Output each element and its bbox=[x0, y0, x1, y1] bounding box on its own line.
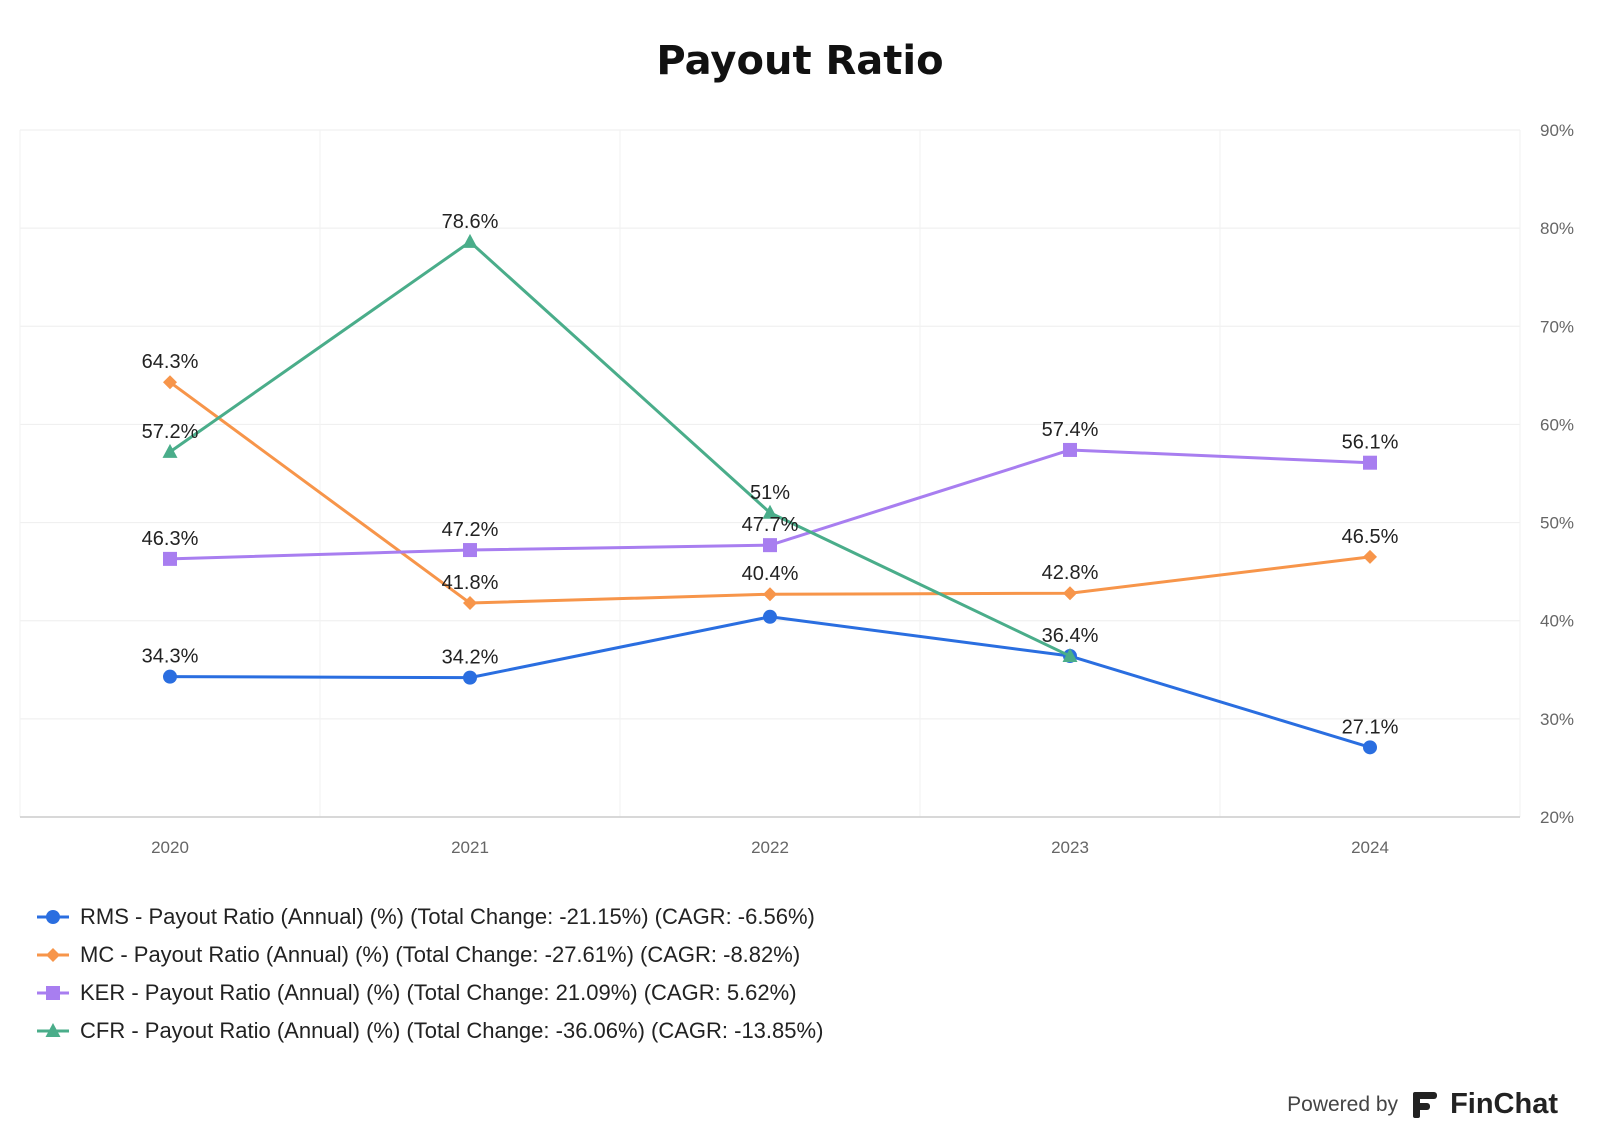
series-3 bbox=[162, 233, 1078, 663]
data-label: 42.8% bbox=[1042, 562, 1099, 584]
data-point-triangle bbox=[45, 1023, 61, 1037]
y-tick-label: 80% bbox=[1540, 219, 1574, 238]
data-point-triangle bbox=[462, 233, 478, 248]
y-tick-label: 60% bbox=[1540, 415, 1574, 434]
x-tick-label: 2024 bbox=[1351, 838, 1389, 857]
finchat-logo-icon bbox=[1413, 1091, 1438, 1118]
data-point-diamond bbox=[46, 948, 60, 962]
line-chart: 20% 30% 40% 50% 60% 70% 80% 90% 2020 2021 2022 2023… bbox=[19, 121, 1574, 857]
legend-item[interactable]: CFR - Payout Ratio (Annual) (%) (Total C… bbox=[36, 1012, 823, 1050]
series-layer bbox=[162, 233, 1377, 755]
data-point-circle bbox=[463, 670, 477, 685]
data-point-triangle bbox=[1062, 648, 1078, 663]
data-label: 40.4% bbox=[742, 563, 799, 585]
data-point-square bbox=[463, 543, 477, 558]
series-0 bbox=[163, 609, 1377, 755]
data-label: 27.1% bbox=[1342, 716, 1399, 738]
legend-item[interactable]: MC - Payout Ratio (Annual) (%) (Total Ch… bbox=[36, 936, 823, 974]
legend-item[interactable]: RMS - Payout Ratio (Annual) (%) (Total C… bbox=[36, 898, 823, 936]
legend-label: RMS - Payout Ratio (Annual) (%) (Total C… bbox=[80, 904, 815, 929]
powered-by-text: Powered by bbox=[1287, 1092, 1399, 1116]
y-tick-label: 50% bbox=[1540, 514, 1574, 533]
data-label: 78.6% bbox=[442, 211, 499, 233]
data-point-diamond bbox=[463, 596, 477, 611]
data-point-diamond bbox=[1363, 549, 1377, 564]
legend-label: CFR - Payout Ratio (Annual) (%) (Total C… bbox=[80, 1018, 824, 1043]
x-tick-label: 2023 bbox=[1051, 838, 1089, 857]
data-label: 57.4% bbox=[1042, 419, 1099, 441]
data-label: 34.3% bbox=[142, 646, 199, 668]
series-line bbox=[169, 240, 1071, 658]
footer: Powered by FinChat bbox=[1287, 1088, 1558, 1121]
x-tick-label: 2021 bbox=[451, 838, 489, 857]
series-line bbox=[169, 615, 1371, 749]
data-label: 47.2% bbox=[442, 519, 499, 541]
legend-swatch-icon bbox=[37, 986, 69, 1000]
legend-swatch-icon bbox=[37, 910, 69, 924]
data-label: 34.2% bbox=[442, 647, 499, 669]
y-tick-label: 90% bbox=[1540, 121, 1574, 140]
data-point-circle bbox=[46, 910, 60, 924]
data-label: 56.1% bbox=[1342, 432, 1399, 454]
chart-title: Payout Ratio bbox=[656, 38, 944, 84]
series-2 bbox=[163, 442, 1377, 566]
series-1 bbox=[163, 375, 1377, 611]
data-point-circle bbox=[1363, 740, 1377, 755]
data-point-square bbox=[163, 551, 177, 566]
legend-label: MC - Payout Ratio (Annual) (%) (Total Ch… bbox=[80, 942, 801, 967]
axes: 20% 30% 40% 50% 60% 70% 80% 90% 2020 2021 2022 2023… bbox=[20, 121, 1574, 857]
data-point-diamond bbox=[763, 587, 777, 602]
data-point-circle bbox=[763, 609, 777, 624]
y-tick-label: 70% bbox=[1540, 317, 1574, 336]
data-point-diamond bbox=[163, 375, 177, 390]
legend-swatch-icon bbox=[37, 948, 69, 962]
data-point-circle bbox=[163, 669, 177, 684]
data-point-triangle bbox=[162, 443, 178, 458]
data-point-square bbox=[1363, 455, 1377, 470]
legend: RMS - Payout Ratio (Annual) (%) (Total C… bbox=[36, 898, 823, 1050]
y-tick-label: 30% bbox=[1540, 710, 1574, 729]
legend-swatch-icon bbox=[37, 1023, 69, 1037]
grid-lines bbox=[19, 129, 1521, 817]
data-label: 57.2% bbox=[142, 421, 199, 443]
y-tick-label: 20% bbox=[1540, 808, 1574, 827]
data-point-square bbox=[763, 538, 777, 553]
data-label: 41.8% bbox=[442, 572, 499, 594]
data-point-square bbox=[1063, 442, 1077, 457]
x-tick-label: 2020 bbox=[151, 838, 189, 857]
data-point-diamond bbox=[1063, 586, 1077, 601]
data-labels: 34.3% 34.2% 27.1% 64.3% 41.8% 40.4% 42.8% 46.5%… bbox=[142, 211, 1399, 738]
legend-item[interactable]: KER - Payout Ratio (Annual) (%) (Total C… bbox=[36, 974, 823, 1012]
data-label: 64.3% bbox=[142, 351, 199, 373]
x-tick-label: 2022 bbox=[751, 838, 789, 857]
legend-label: KER - Payout Ratio (Annual) (%) (Total C… bbox=[80, 980, 797, 1005]
data-label: 36.4% bbox=[1042, 625, 1099, 647]
data-label: 46.5% bbox=[1342, 526, 1399, 548]
finchat-brand: FinChat bbox=[1450, 1088, 1558, 1120]
data-label: 47.7% bbox=[742, 514, 799, 536]
data-point-square bbox=[46, 986, 60, 1000]
y-tick-label: 40% bbox=[1540, 612, 1574, 631]
data-point-triangle bbox=[762, 504, 778, 519]
data-label: 51% bbox=[750, 482, 790, 504]
data-label: 46.3% bbox=[142, 528, 199, 550]
